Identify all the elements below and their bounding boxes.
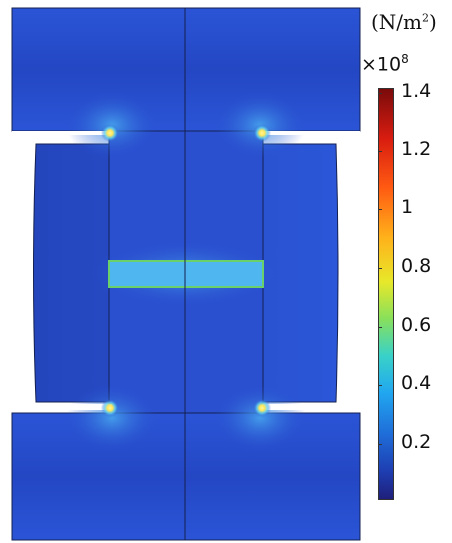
upper-gap-right <box>262 131 360 135</box>
scale-factor: ×108 <box>361 52 409 76</box>
hotspot-top-right <box>253 124 271 142</box>
colorbar-tick-label: 1.2 <box>401 138 432 160</box>
center-bar <box>108 260 264 288</box>
lower-gap-right <box>262 404 360 410</box>
unit-label: (N/m2) <box>371 10 437 34</box>
colorbar-tick <box>378 268 382 269</box>
upper-gap-left <box>12 131 112 135</box>
hotspot-bottom-left <box>101 399 119 417</box>
colorbar-tick <box>378 327 382 328</box>
colorbar-tick <box>378 444 382 445</box>
colorbar-tick-label: 0.8 <box>401 255 432 277</box>
colorbar-tick <box>378 209 382 210</box>
glow-bottom-left <box>66 384 158 452</box>
hotspot-bottom-right <box>253 399 271 417</box>
hotspot-top-left <box>101 124 119 142</box>
colorbar-tick-label: 0.4 <box>401 372 432 394</box>
colorbar-tick-label: 1 <box>401 196 414 218</box>
bottom-plate <box>11 412 361 541</box>
colorbar-tick-label: 1.4 <box>401 80 432 102</box>
colorbar-tick-label: 0.6 <box>401 314 432 336</box>
colorbar-tick <box>378 151 382 152</box>
colorbar-tick <box>378 93 382 94</box>
colorbar-tick <box>378 385 382 386</box>
lower-gap-left <box>12 404 112 410</box>
glow-bottom-right <box>214 384 306 452</box>
colorbar-tick-label: 0.2 <box>401 431 432 453</box>
colorbar <box>378 88 394 500</box>
top-plate <box>11 7 361 132</box>
